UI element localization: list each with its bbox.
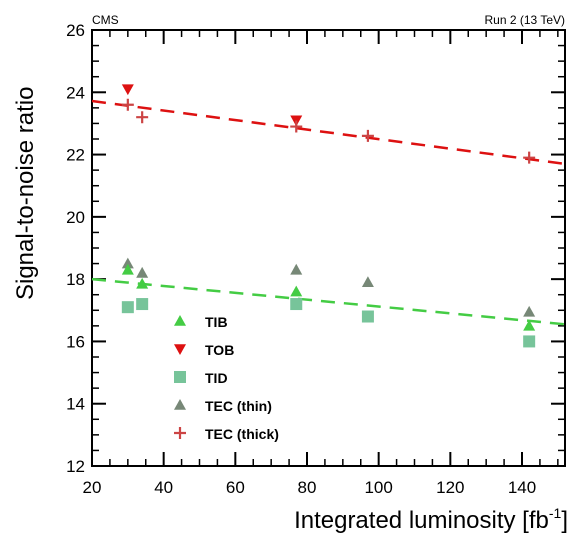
y-tick-label: 20 — [66, 208, 85, 227]
data-point — [136, 277, 149, 289]
data-point — [121, 84, 134, 96]
data-point — [136, 266, 149, 278]
series-tid — [121, 298, 536, 348]
x-tick-label: 20 — [83, 478, 102, 497]
data-point — [121, 263, 134, 275]
y-tick-label: 16 — [66, 332, 85, 351]
y-tick-label: 26 — [66, 21, 85, 40]
series-tib — [121, 263, 536, 331]
y-tick-label: 12 — [66, 457, 85, 476]
data-point — [523, 335, 536, 348]
data-point — [523, 151, 536, 164]
x-tick-label: 120 — [436, 478, 464, 497]
legend-marker — [174, 344, 186, 355]
legend: TIB TOB TID TEC (thin) TEC (thick) — [174, 314, 279, 442]
legend-marker — [174, 371, 186, 383]
legend-marker — [174, 399, 186, 410]
x-tick-label: 140 — [508, 478, 536, 497]
legend-marker — [174, 427, 186, 439]
data-point — [290, 298, 303, 311]
data-point — [523, 319, 536, 331]
data-point — [523, 305, 536, 317]
x-axis-title-sup: -1 — [549, 505, 562, 521]
fit-line — [91, 277, 566, 326]
data-point — [361, 310, 374, 323]
legend-label: TEC (thick) — [205, 426, 279, 442]
cms-label: CMS — [92, 13, 119, 27]
y-axis-title: Signal-to-noise ratio — [12, 87, 39, 300]
series-tob — [121, 84, 303, 127]
plot-frame — [91, 29, 566, 467]
x-tick-label: 40 — [154, 478, 173, 497]
legend-label: TEC (thin) — [205, 398, 272, 414]
data-point — [290, 120, 303, 133]
x-axis-title: Integrated luminosity [fb-1] — [294, 505, 568, 534]
y-tick-label: 14 — [66, 395, 85, 414]
x-axis-title-main: Integrated luminosity [fb — [294, 507, 549, 534]
y-tick-label: 22 — [66, 146, 85, 165]
x-axis-title-end: ] — [561, 507, 568, 534]
x-tick-label: 100 — [364, 478, 392, 497]
fit-line — [91, 99, 566, 166]
data-point — [121, 301, 134, 314]
data-point — [136, 298, 149, 311]
x-tick-label: 60 — [226, 478, 245, 497]
legend-label: TID — [205, 370, 228, 386]
data-point — [121, 257, 134, 269]
data-points — [121, 84, 536, 348]
data-point — [361, 276, 374, 288]
legend-label: TOB — [205, 342, 234, 358]
run-label: Run 2 (13 TeV) — [485, 13, 566, 27]
legend-marker — [174, 315, 186, 326]
data-point — [290, 285, 303, 297]
legend-label: TIB — [205, 314, 228, 330]
series-tec-thin — [121, 257, 536, 317]
data-point — [121, 98, 134, 111]
axis-ticks — [91, 29, 565, 467]
series-tec-thick — [121, 98, 536, 164]
y-tick-labels: 12 14 16 18 20 22 24 26 — [66, 21, 85, 476]
plot-area — [91, 29, 566, 467]
x-tick-label: 80 — [298, 478, 317, 497]
data-point — [290, 263, 303, 275]
x-tick-labels: 20 40 60 80 100 120 140 — [83, 478, 537, 497]
fit-lines — [91, 99, 566, 326]
y-tick-label: 18 — [66, 270, 85, 289]
y-tick-label: 24 — [66, 83, 85, 102]
data-point — [136, 111, 149, 124]
data-point — [361, 129, 374, 142]
